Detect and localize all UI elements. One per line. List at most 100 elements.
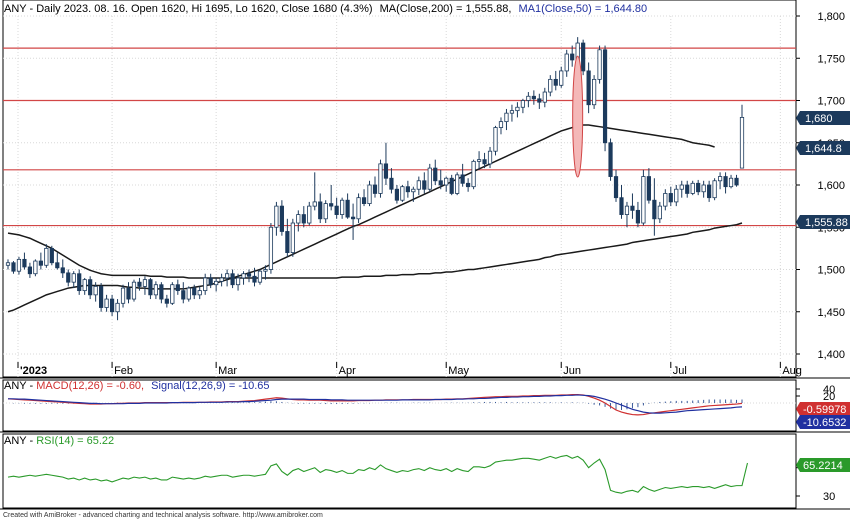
candle-body [449, 177, 454, 194]
rsi-tag-pointer [796, 458, 800, 472]
candle-body [88, 279, 93, 296]
price-tick-label: 1,500 [817, 265, 845, 277]
candle-body [663, 193, 668, 207]
candle-body [411, 188, 416, 193]
price-tag-box [800, 215, 850, 229]
month-label: May [448, 365, 469, 377]
moving-averages [7, 124, 743, 313]
candle-body [235, 277, 241, 286]
candle-body [652, 199, 657, 220]
candle-body [498, 121, 504, 128]
candle-body [509, 110, 515, 114]
candle-body [679, 184, 684, 190]
candle-body [246, 273, 252, 277]
price-tick-label: 1,750 [817, 53, 845, 65]
month-label: Aug [782, 365, 802, 377]
candle-body [318, 201, 323, 220]
rsi-tags: 65.2214 [796, 458, 850, 472]
candle-body [372, 184, 378, 194]
ma50-line [7, 124, 715, 313]
candle-body [192, 287, 197, 296]
price-tick-label: 1,800 [817, 11, 845, 23]
candle-body [82, 279, 87, 292]
candle-body [394, 188, 400, 201]
candle-body [592, 78, 597, 106]
candle-body [285, 231, 290, 254]
footer-credit: Created with AmiBroker - advanced charti… [3, 512, 323, 519]
candle-body [16, 258, 22, 272]
candle-body [564, 53, 569, 72]
candle-body [66, 272, 71, 283]
candle-body [22, 258, 27, 268]
candle-body [416, 180, 421, 190]
month-label: Jul [673, 365, 687, 377]
candle-body [487, 150, 493, 165]
candle-body [728, 177, 734, 188]
candle-body [126, 287, 131, 300]
price-tag-label: 1,555.88 [805, 217, 848, 229]
candle-body [99, 285, 104, 308]
candle-body [44, 247, 49, 266]
candle-body [77, 273, 82, 292]
candle-body [635, 209, 641, 224]
candle-body [526, 95, 531, 101]
candle-body [208, 277, 213, 286]
candle-body [268, 226, 274, 270]
panel-frame [2, 433, 797, 509]
rsi-line [7, 454, 749, 494]
macd-tag-box [800, 402, 850, 416]
candle-body [717, 176, 723, 182]
candle-body [537, 98, 542, 103]
candle-body [197, 290, 202, 296]
candle-body [164, 298, 169, 304]
candle-body [668, 193, 673, 203]
month-label: '2023 [20, 365, 47, 377]
price-tick-label: 1,400 [817, 349, 845, 361]
rsi-tag-box [800, 458, 850, 472]
month-label: Feb [114, 365, 133, 377]
candle-body [203, 277, 208, 292]
candle-body [137, 281, 142, 287]
candle-body [274, 205, 279, 228]
macd-tick-label: 20 [823, 391, 835, 403]
candle-body [438, 180, 443, 186]
ma50-label: MA1(Close,50) = 1,644.80 [518, 3, 647, 15]
macd-tag-label: -0.59978 [803, 404, 846, 416]
candle-body [613, 176, 619, 199]
candle-body [340, 199, 345, 215]
candle-body [214, 280, 219, 286]
x-axis: '2023 Feb Mar Apr May Jun Jul Aug [17, 362, 802, 377]
candle-body [707, 184, 712, 199]
candle-body [153, 284, 158, 296]
candle-body [685, 184, 690, 194]
candle-body [296, 214, 301, 224]
candle-body [378, 163, 383, 194]
candle-body [312, 201, 317, 207]
price-tag-pointer [796, 215, 800, 229]
candle-body [466, 182, 471, 188]
candle-body [739, 117, 745, 169]
candle-body [350, 216, 356, 220]
candle-body [301, 214, 306, 224]
candle-body [701, 184, 706, 193]
candle-body [186, 287, 191, 300]
candle-body [520, 100, 525, 108]
month-label: Jun [563, 365, 581, 377]
candle-body [581, 42, 586, 72]
candle-body [674, 188, 679, 203]
candle-body [476, 159, 482, 162]
candle-body [433, 167, 438, 182]
price-tags: 1,680 1,644.8 1,555.88 [796, 111, 850, 229]
candle-body [142, 279, 148, 287]
month-label: Apr [339, 365, 356, 377]
candle-body [257, 270, 263, 283]
candle-body [329, 203, 334, 207]
candle-body [422, 180, 427, 190]
candle-body [455, 174, 460, 194]
candle-body [263, 269, 268, 272]
candle-body [33, 260, 38, 275]
candle-body [219, 277, 224, 282]
candle-body [181, 290, 186, 300]
